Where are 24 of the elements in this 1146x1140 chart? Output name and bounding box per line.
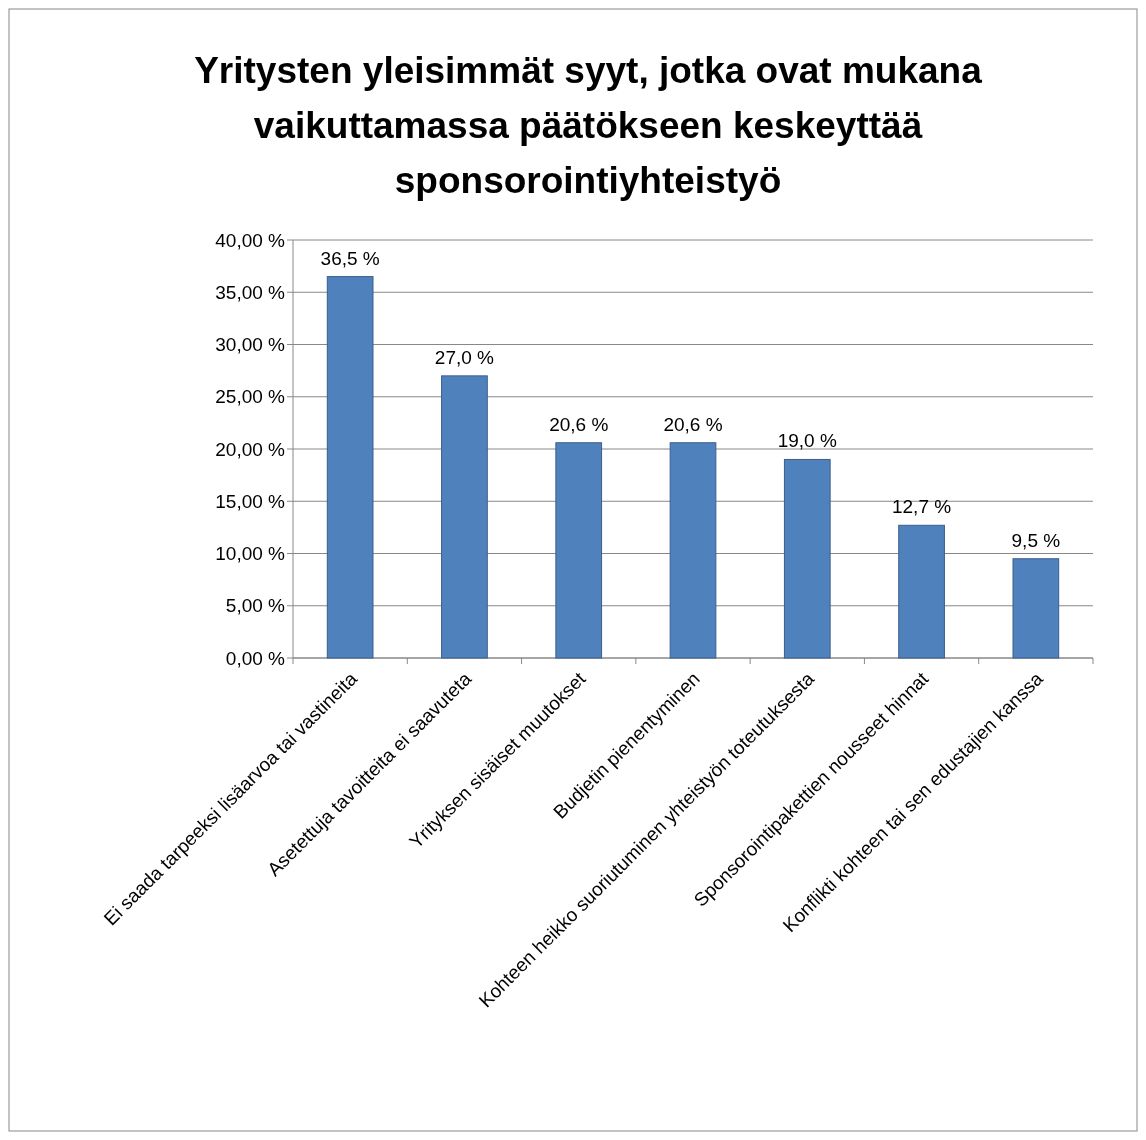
data-label: 9,5 %: [1011, 529, 1061, 551]
data-label: 20,6 %: [549, 413, 609, 435]
y-tick-label: 15,00 %: [215, 490, 286, 512]
y-tick-label: 5,00 %: [225, 595, 286, 617]
bar: [441, 375, 488, 659]
bar: [669, 442, 717, 659]
bar: [898, 524, 945, 659]
data-label: 19,0 %: [777, 430, 837, 452]
y-tick-label: 10,00 %: [215, 543, 286, 565]
y-tick-label: 0,00 %: [225, 647, 286, 669]
y-tick-label: 35,00 %: [215, 281, 286, 303]
bar: [783, 458, 831, 659]
bar: [1012, 558, 1060, 659]
y-tick-label: 20,00 %: [215, 438, 286, 460]
bar: [326, 276, 374, 659]
y-tick-label: 25,00 %: [215, 386, 286, 408]
y-tick-label: 30,00 %: [215, 334, 286, 356]
data-label: 36,5 %: [320, 247, 380, 269]
y-tick-label: 40,00 %: [215, 229, 286, 251]
data-label: 27,0 %: [434, 346, 495, 368]
chart-title: Yritysten yleisimmät syyt, jotka ovat mukana vaikuttamassa päätökseen keskeyttää sponsorointiyhteistyö: [194, 50, 983, 201]
data-label: 20,6 %: [663, 413, 723, 435]
data-label: 12,7 %: [891, 496, 952, 518]
bar: [555, 442, 603, 659]
